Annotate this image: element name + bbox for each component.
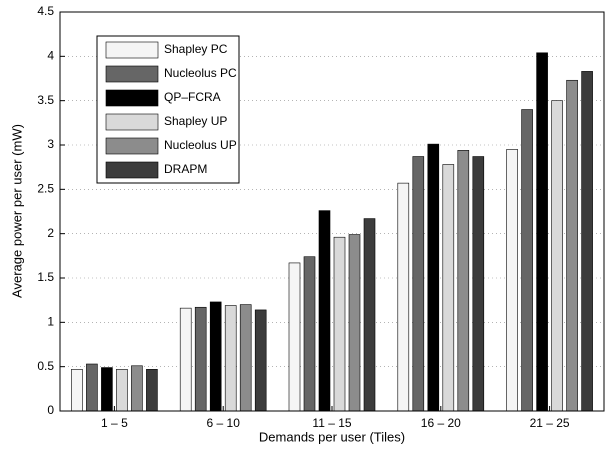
x-tick-label: 21 – 25 [530,416,570,430]
bar [71,369,83,412]
legend-label: QP–FCRA [164,90,221,104]
bar [239,304,252,412]
y-axis-title: Average power per user (mW) [9,124,24,298]
legend-swatch [105,89,159,107]
bar [288,262,301,412]
legend-label: Shapley PC [164,42,228,56]
bar [146,369,158,412]
y-tick-label: 4 [47,49,54,63]
x-axis-title: Demands per user (Tiles) [259,429,405,444]
bar [194,306,207,412]
bar [209,301,222,412]
y-tick-label: 2.5 [37,182,54,196]
legend-label: Nucleolus UP [164,138,237,152]
bar [397,182,410,412]
y-tick-label: 1 [47,315,54,329]
legend-box [96,35,240,184]
legend-label: Nucleolus PC [164,66,237,80]
x-tick-label: 1 – 5 [101,416,128,430]
x-tick-label: 11 – 15 [312,416,351,430]
legend-swatch [105,41,159,59]
bar [506,149,518,412]
legend-label: Shapley UP [164,114,227,128]
bar [536,52,548,412]
x-tick-label: 6 – 10 [207,416,241,430]
y-tick-label: 0 [47,403,54,417]
bar [254,309,267,412]
legend-swatch [105,65,159,83]
plot-frame [59,11,605,412]
bar [318,210,331,412]
y-tick-label: 3.5 [37,93,54,107]
bar [363,218,376,412]
y-tick-label: 2 [47,226,54,240]
bar [116,369,128,412]
bar [581,71,593,412]
bar [224,305,237,412]
y-tick-label: 4.5 [37,4,54,18]
bar [427,143,440,412]
bar [457,150,470,412]
y-tick-label: 1.5 [37,270,54,284]
bar [566,79,578,412]
legend-swatch [105,137,159,155]
legend-label: DRAPM [164,162,207,176]
legend-swatch [105,113,159,131]
bar [348,234,361,412]
bar [131,365,143,412]
bar [472,156,485,412]
x-tick-label: 16 – 20 [421,416,461,430]
bar [303,256,316,412]
bar [333,236,346,412]
bar [442,164,455,412]
y-tick-label: 0.5 [37,359,54,373]
bar [101,367,113,412]
bar [412,156,425,412]
y-tick-label: 3 [47,137,54,151]
bar [179,307,192,412]
legend-swatch [105,161,159,179]
bar [521,109,533,412]
bar [551,100,563,412]
bar [86,363,98,412]
